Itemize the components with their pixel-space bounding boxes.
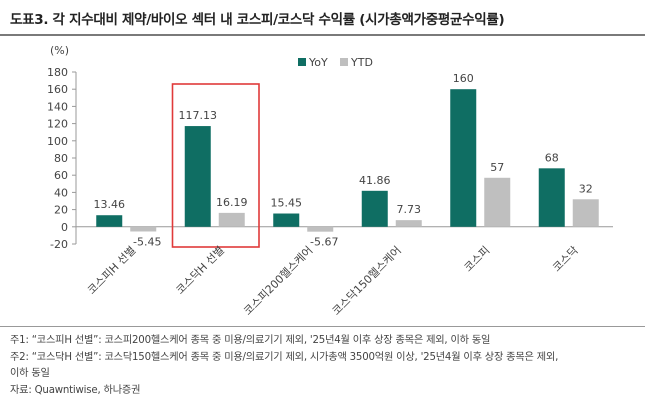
bar-yoy (184, 126, 211, 227)
figure-title: 도표3. 각 지수대비 제약/바이오 섹터 내 코스피/코스닥 수익률 (시가총… (10, 12, 505, 28)
bar-ytd (218, 212, 245, 227)
y-tick-label: 180 (47, 66, 68, 79)
category-label: 코스피200헬스케어 (241, 244, 315, 318)
legend-swatch-yoy (298, 58, 306, 66)
data-label-ytd: -5.45 (133, 235, 161, 248)
note-1: 주1: “코스피H 선별”: 코스피200헬스케어 종목 중 미용/의료기기 제… (10, 335, 491, 346)
y-tick-label: 140 (47, 100, 68, 113)
footnotes: 주1: “코스피H 선별”: 코스피200헬스케어 종목 중 미용/의료기기 제… (10, 333, 640, 399)
category-label: 코스피 (462, 244, 493, 275)
bar-ytd (572, 199, 599, 227)
data-label-ytd: 7.73 (397, 203, 422, 216)
bottom-rule (0, 326, 645, 327)
note-2: 주2: “코스닥H 선별”: 코스닥150헬스케어 종목 중 미용/의료기기 제… (10, 351, 559, 363)
y-tick-label: 0 (61, 221, 68, 234)
data-label-yoy: 160 (453, 72, 474, 85)
data-label-yoy: 13.46 (94, 198, 126, 211)
top-rule (0, 34, 645, 36)
bar-ytd (395, 220, 422, 227)
y-axis: -20 0 20 40 60 80 100 120 140 160 180 (%) (47, 44, 613, 251)
y-tick-label: 100 (47, 135, 68, 148)
bar-chart: -20 0 20 40 60 80 100 120 140 160 180 (%) 13.46 -5.4… (47, 44, 613, 318)
note-2-continued: 이하 동일 (10, 368, 50, 379)
y-tick-label: 60 (54, 169, 68, 182)
bar-ytd (307, 226, 334, 232)
legend-label-ytd: YTD (350, 56, 373, 69)
y-unit-label: (%) (50, 44, 69, 57)
y-tick-label: 40 (54, 186, 68, 199)
highlight-box (171, 83, 260, 248)
data-label-yoy: 15.45 (271, 197, 303, 210)
legend-swatch-ytd (340, 58, 348, 66)
data-label-ytd: 57 (490, 161, 504, 174)
y-tick-label: 80 (54, 152, 68, 165)
bar-ytd (130, 226, 157, 232)
data-label-ytd: -5.67 (310, 236, 338, 249)
data-label-yoy: 117.13 (179, 109, 218, 122)
value-labels: 13.46 -5.45 117.13 16.19 15.45 -5.67 41.86 7.73… (94, 72, 593, 248)
data-label-yoy: 41.86 (359, 174, 391, 187)
bars (96, 83, 599, 248)
data-label-yoy: 68 (545, 151, 559, 164)
bar-yoy (273, 213, 300, 227)
y-tick-label: 120 (47, 118, 68, 131)
category-label: 코스닥H 선별 (174, 244, 227, 297)
bar-yoy (450, 89, 477, 227)
legend-label-yoy: YoY (308, 56, 328, 69)
category-label: 코스닥 (550, 244, 581, 275)
data-label-ytd: 16.19 (216, 196, 248, 209)
source-note: 자료: Quawntiwise, 하나증권 (10, 384, 141, 396)
y-tick-label: 160 (47, 83, 68, 96)
bar-yoy (96, 215, 123, 227)
category-label: 코스닥150헬스케어 (330, 244, 404, 318)
legend: YoY YTD (298, 56, 373, 69)
x-axis-labels: 코스피H 선별 코스닥H 선별 코스피200헬스케어 코스닥150헬스케어 코스피 코스닥 (85, 244, 581, 318)
bar-ytd (484, 177, 511, 227)
bar-yoy (361, 190, 388, 227)
data-label-ytd: 32 (579, 182, 593, 195)
y-tick-label: 20 (54, 204, 68, 217)
bar-yoy (538, 168, 565, 227)
y-tick-label: -20 (50, 238, 68, 251)
category-label: 코스피H 선별 (85, 244, 138, 297)
